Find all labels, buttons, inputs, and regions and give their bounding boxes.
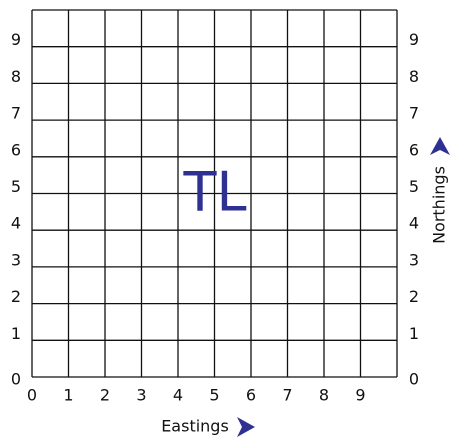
y-arrow [430, 137, 450, 155]
y-label-right: 7 [409, 104, 419, 123]
y-label-right: 4 [409, 214, 419, 233]
y-label-left: 2 [11, 287, 21, 306]
y-label-right: 8 [409, 67, 419, 86]
y-label-left: 7 [11, 104, 21, 123]
x-axis-label: Eastings [161, 417, 229, 436]
x-label: 4 [173, 386, 183, 405]
x-label: 1 [63, 386, 73, 405]
x-label: 7 [282, 386, 292, 405]
grid-lines [31, 9, 398, 378]
x-label: 2 [100, 386, 110, 405]
y-label-right: 2 [409, 287, 419, 306]
y-axis-label: Northings [430, 166, 449, 244]
y-label-left: 6 [11, 140, 21, 159]
y-label-right: 0 [409, 370, 419, 389]
y-label-left: 9 [11, 30, 21, 49]
y-label-right: 6 [409, 140, 419, 159]
y-label-left: 4 [11, 214, 21, 233]
x-label: 0 [27, 386, 37, 405]
y-label-left: 0 [11, 370, 21, 389]
x-label: 9 [355, 386, 365, 405]
x-arrow [237, 417, 255, 437]
y-label-right: 5 [409, 177, 419, 196]
x-label: 5 [209, 386, 219, 405]
y-label-left: 5 [11, 177, 21, 196]
y-label-right: 3 [409, 250, 419, 269]
y-label-left: 3 [11, 250, 21, 269]
y-label-left: 1 [11, 324, 21, 343]
x-label: 6 [246, 386, 256, 405]
y-label-right: 9 [409, 30, 419, 49]
square-label: TL [182, 161, 246, 224]
x-label: 8 [319, 386, 329, 405]
y-label-right: 1 [409, 324, 419, 343]
x-label: 3 [136, 386, 146, 405]
y-label-left: 8 [11, 67, 21, 86]
